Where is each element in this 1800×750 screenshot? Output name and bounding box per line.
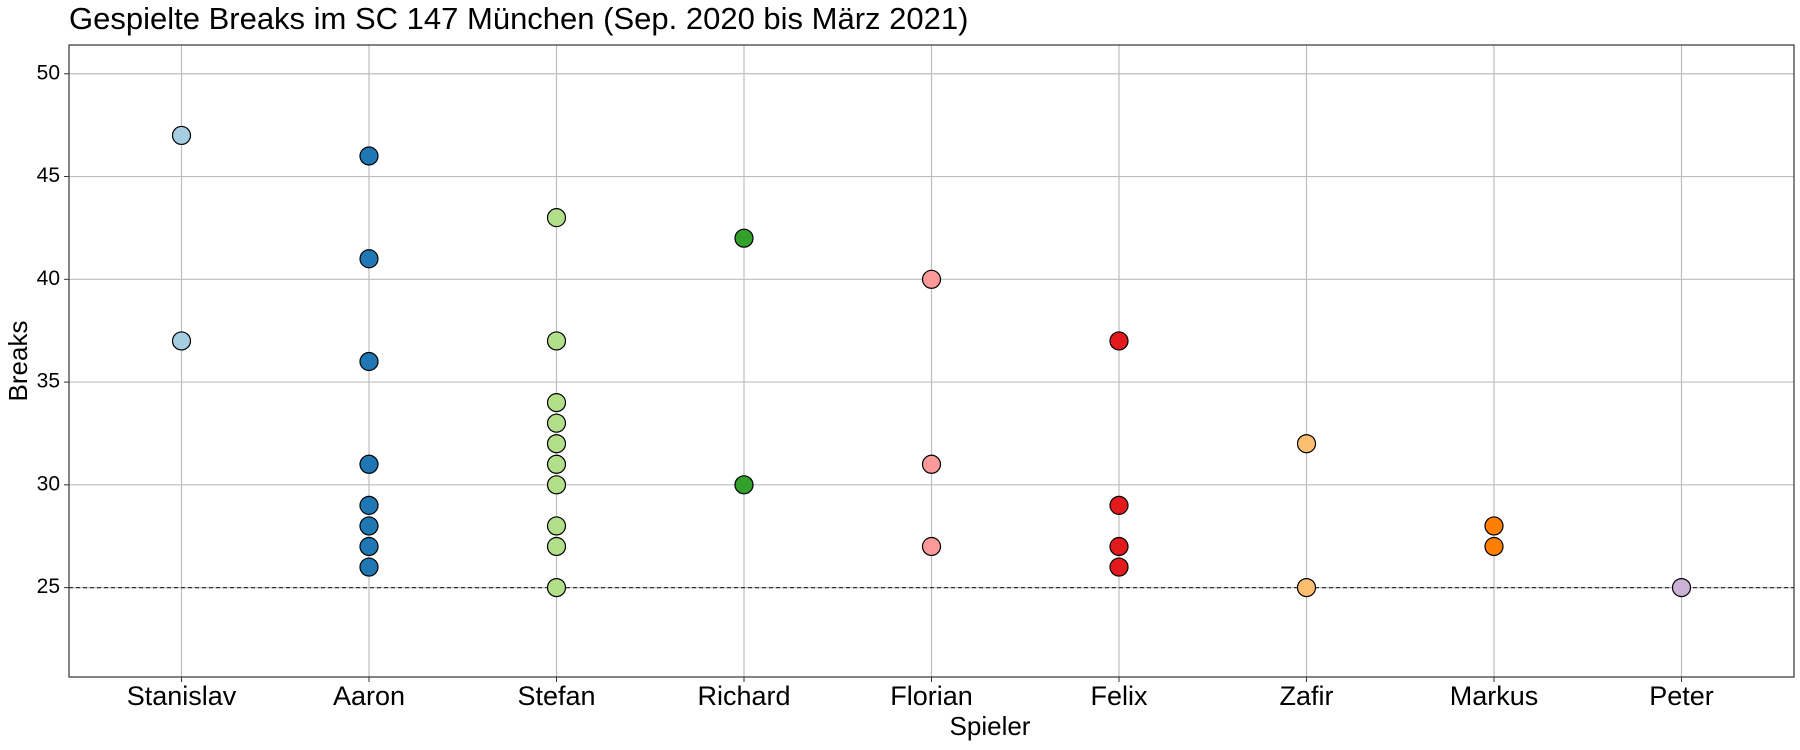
y-tick-label: 25: [37, 575, 60, 598]
x-tick-label: Zafir: [1280, 681, 1334, 711]
point: [921, 536, 942, 557]
point: [1296, 434, 1317, 454]
point: [921, 269, 942, 289]
point: [546, 434, 567, 454]
point: [546, 516, 567, 536]
point: [1484, 536, 1504, 557]
point: [1671, 577, 1692, 598]
point: [359, 516, 379, 536]
y-tick-label: 50: [37, 61, 60, 84]
y-tick-label: 35: [37, 370, 60, 393]
point: [359, 351, 379, 372]
x-axis-title: Spieler: [950, 711, 1031, 741]
x-tick-label: Aaron: [333, 681, 405, 711]
point: [359, 495, 379, 515]
point: [546, 393, 567, 413]
point: [546, 413, 567, 433]
point: [171, 331, 192, 351]
plot-border: [68, 44, 1795, 678]
point: [546, 454, 567, 474]
chart-title: Gespielte Breaks im SC 147 München (Sep.…: [69, 1, 968, 36]
x-tick-label: Peter: [1649, 681, 1714, 711]
y-tick-label: 30: [37, 472, 60, 495]
x-tick-label: Stanislav: [127, 681, 237, 711]
x-tick-label: Florian: [890, 681, 973, 711]
x-tick-label: Richard: [697, 681, 790, 711]
point: [546, 577, 567, 598]
x-tick-label: Stefan: [517, 681, 595, 711]
y-tick-label: 45: [37, 164, 60, 187]
y-axis-title: Breaks: [3, 321, 33, 402]
point: [359, 146, 379, 166]
point: [1109, 536, 1129, 557]
point: [1109, 557, 1129, 577]
point: [359, 454, 379, 474]
point: [734, 475, 754, 495]
x-tick-label: Felix: [1090, 681, 1148, 711]
point: [1296, 577, 1317, 598]
x-tick-label: Markus: [1450, 681, 1539, 711]
y-tick-label: 40: [37, 267, 60, 290]
point: [546, 331, 567, 351]
point: [921, 454, 942, 474]
point: [1109, 331, 1129, 351]
point: [171, 125, 192, 146]
point: [359, 249, 379, 269]
point: [1109, 495, 1129, 515]
point: [1484, 516, 1504, 536]
point: [546, 475, 567, 495]
point: [359, 557, 379, 577]
point: [546, 536, 567, 557]
point: [734, 228, 754, 248]
point: [546, 208, 567, 228]
point: [359, 536, 379, 557]
